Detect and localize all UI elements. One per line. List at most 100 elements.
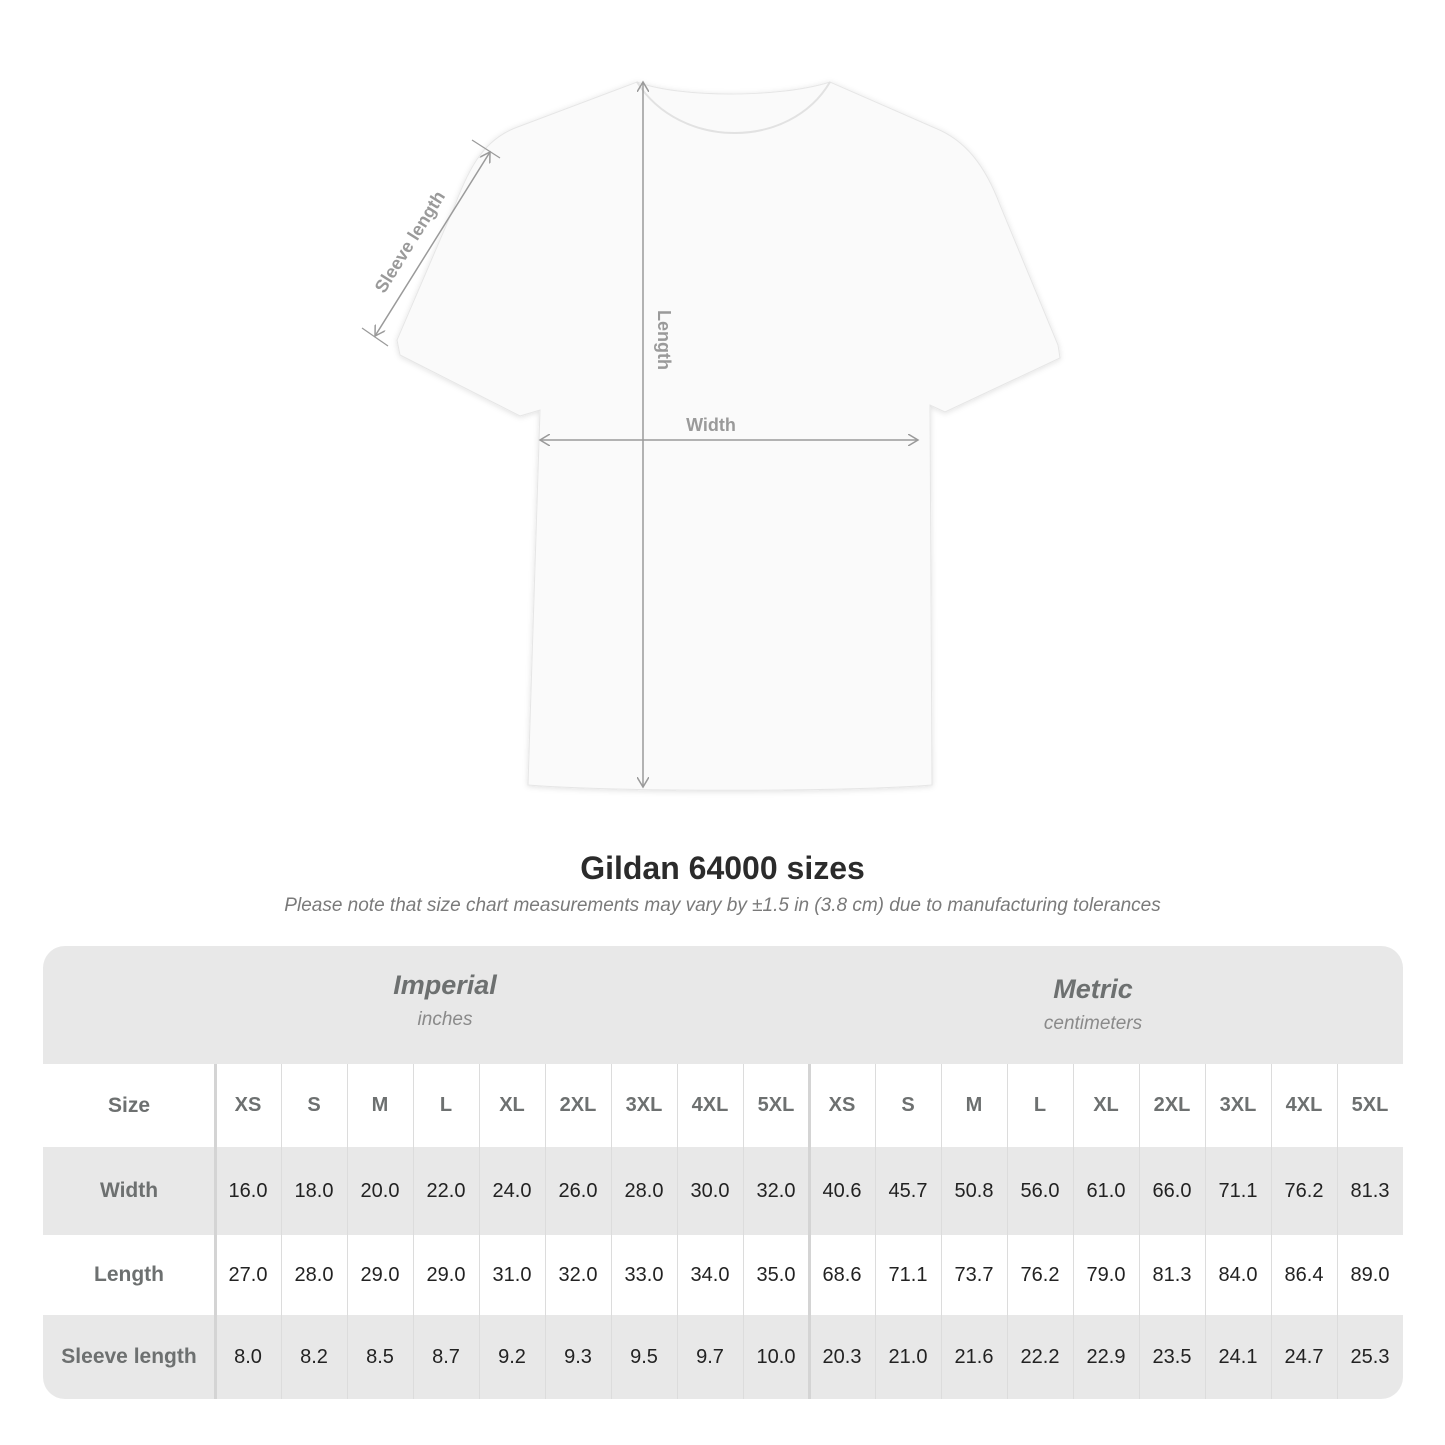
imperial-size-header: 2XL — [559, 1094, 597, 1116]
table-cell: 66.0 — [1152, 1179, 1192, 1202]
table-cell: 34.0 — [690, 1263, 730, 1286]
table-cell: 8.0 — [234, 1345, 262, 1368]
table-cell: 9.7 — [696, 1345, 724, 1368]
imperial-size-header: XL — [499, 1094, 525, 1116]
column-divider — [611, 1064, 612, 1399]
metric-header: Metric centimeters — [843, 950, 1343, 1068]
table-cell: 20.3 — [822, 1345, 862, 1368]
tshirt-shape — [396, 81, 1061, 791]
table-cell: 81.3 — [1350, 1179, 1390, 1202]
tshirt-diagram: Sleeve length Length Width — [361, 0, 1061, 791]
row-label: Sleeve length — [61, 1345, 197, 1368]
table-cell: 9.5 — [630, 1345, 658, 1368]
table-cell: 10.0 — [756, 1345, 796, 1368]
table-cell: 23.5 — [1152, 1345, 1192, 1368]
tolerance-note: Please note that size chart measurements… — [284, 895, 1161, 916]
table-cell: 9.2 — [498, 1345, 526, 1368]
imperial-size-header: 5XL — [757, 1094, 795, 1116]
table-cell: 35.0 — [756, 1263, 796, 1286]
table-cell: 32.0 — [558, 1263, 598, 1286]
table-cell: 24.0 — [492, 1179, 532, 1202]
table-cell: 8.7 — [432, 1345, 460, 1368]
table-cell: 76.2 — [1020, 1263, 1060, 1286]
table-cell: 9.3 — [564, 1345, 592, 1368]
table-cell: 61.0 — [1086, 1179, 1126, 1202]
imperial-size-header: S — [307, 1094, 321, 1116]
size-header-label: Size — [107, 1093, 151, 1117]
imperial-size-header: 4XL — [691, 1094, 729, 1116]
table-cell: 21.0 — [888, 1345, 928, 1368]
table-cell: 32.0 — [756, 1179, 796, 1202]
table-cell: 30.0 — [690, 1179, 730, 1202]
metric-size-header: 2XL — [1153, 1094, 1191, 1116]
imperial-size-header: M — [371, 1094, 389, 1116]
page-title: Gildan 64000 sizes — [580, 850, 865, 886]
table-cell: 81.3 — [1152, 1263, 1192, 1286]
imperial-header: Imperial inches — [215, 946, 675, 1064]
column-divider — [1139, 1064, 1140, 1399]
table-cell: 27.0 — [228, 1263, 268, 1286]
column-divider — [545, 1064, 546, 1399]
table-cell: 22.9 — [1086, 1345, 1126, 1368]
column-divider — [677, 1064, 678, 1399]
column-divider — [808, 1064, 811, 1399]
imperial-title: Imperial — [393, 970, 497, 1000]
metric-title: Metric — [1053, 974, 1133, 1004]
row-label: Length — [94, 1263, 164, 1286]
metric-size-header: 4XL — [1285, 1094, 1323, 1116]
metric-unit: centimeters — [1043, 1013, 1143, 1034]
column-divider — [743, 1064, 744, 1399]
column-divider — [1271, 1064, 1272, 1399]
table-cell: 68.6 — [822, 1263, 862, 1286]
column-divider — [941, 1064, 942, 1399]
table-cell: 79.0 — [1086, 1263, 1126, 1286]
column-divider — [875, 1064, 876, 1399]
table-cell: 24.7 — [1284, 1345, 1324, 1368]
header-band — [43, 946, 1403, 1064]
table-cell: 76.2 — [1284, 1179, 1324, 1202]
table-cell: 71.1 — [1218, 1179, 1258, 1202]
column-divider — [214, 1064, 217, 1399]
row-band-width — [43, 1147, 1403, 1235]
metric-size-header: XL — [1093, 1094, 1119, 1116]
column-divider — [347, 1064, 348, 1399]
width-label: Width — [686, 415, 736, 435]
column-divider — [479, 1064, 480, 1399]
table-cell: 8.2 — [300, 1345, 328, 1368]
table-cell: 21.6 — [954, 1345, 994, 1368]
column-divider — [1073, 1064, 1074, 1399]
table-cell: 24.1 — [1218, 1345, 1258, 1368]
sleeve-measure-line — [375, 152, 490, 336]
row-label: Width — [99, 1179, 159, 1202]
table-cell: 8.5 — [366, 1345, 394, 1368]
table-cell: 18.0 — [294, 1179, 334, 1202]
table-cell: 89.0 — [1350, 1263, 1390, 1286]
table-cell: 50.8 — [954, 1179, 994, 1202]
size-table: Imperial inches Metric centimeters Size X… — [43, 946, 1403, 1399]
table-cell: 26.0 — [558, 1179, 598, 1202]
metric-size-header: M — [965, 1094, 983, 1116]
table-cell: 33.0 — [624, 1263, 664, 1286]
imperial-size-header: 3XL — [625, 1094, 663, 1116]
table-cell: 86.4 — [1284, 1263, 1324, 1286]
table-cell: 45.7 — [888, 1179, 928, 1202]
table-cell: 56.0 — [1020, 1179, 1060, 1202]
row-band-sleeve — [43, 1315, 1403, 1399]
table-cell: 20.0 — [360, 1179, 400, 1202]
table-cell: 28.0 — [624, 1179, 664, 1202]
table-cell: 40.6 — [822, 1179, 862, 1202]
table-cell: 16.0 — [228, 1179, 268, 1202]
table-cell: 22.2 — [1020, 1345, 1060, 1368]
table-cell: 29.0 — [426, 1263, 466, 1286]
column-divider — [1007, 1064, 1008, 1399]
length-label: Length — [654, 310, 674, 370]
table-cell: 22.0 — [426, 1179, 466, 1202]
table-cell: 84.0 — [1218, 1263, 1258, 1286]
table-cell: 29.0 — [360, 1263, 400, 1286]
table-cell: 31.0 — [492, 1263, 532, 1286]
imperial-size-header: L — [439, 1094, 453, 1116]
column-divider — [1205, 1064, 1206, 1399]
table-cell: 71.1 — [888, 1263, 928, 1286]
table-cell: 25.3 — [1350, 1345, 1390, 1368]
metric-size-header: 3XL — [1219, 1094, 1257, 1116]
